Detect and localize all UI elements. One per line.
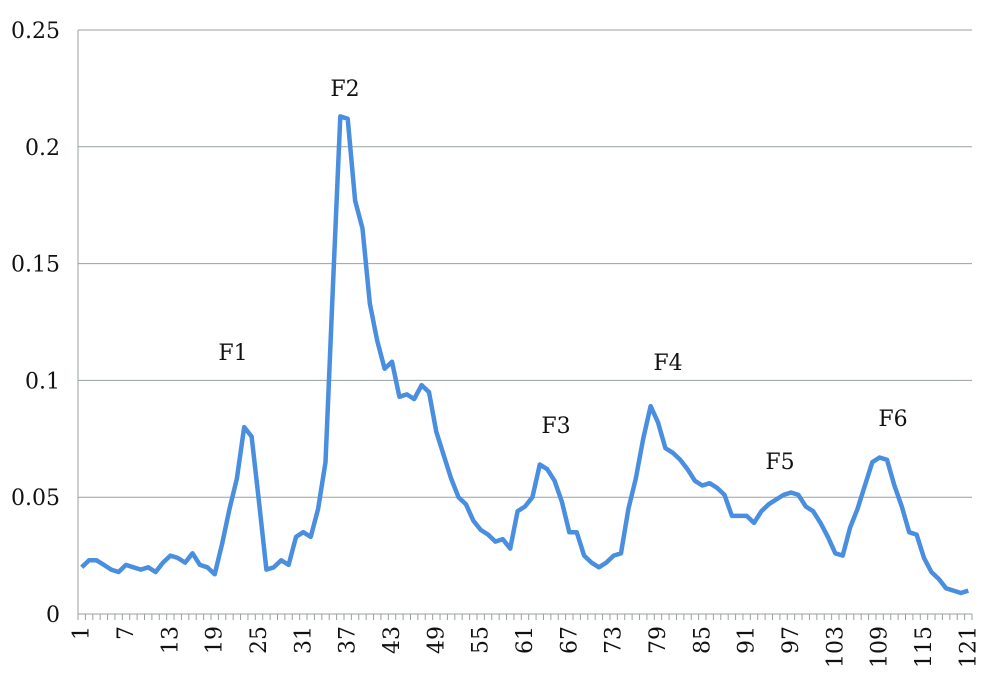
annotation: F5 [765,450,794,475]
x-tick-label: 121 [956,626,981,668]
x-tick-label: 61 [513,626,538,654]
x-tick-label: 25 [247,626,272,654]
x-tick-label: 91 [735,626,760,654]
annotation: F2 [330,77,359,102]
y-tick-label: 0 [46,603,60,628]
annotation: F4 [653,351,682,376]
y-tick-label: 0.05 [11,486,60,511]
annotation: F3 [541,414,570,439]
x-tick-label: 43 [380,626,405,654]
x-tick-label: 73 [602,626,627,654]
annotation: F1 [218,341,247,366]
x-tick-label: 1 [70,626,95,640]
annotation: F6 [878,407,907,432]
x-tick-label: 85 [690,626,715,654]
x-tick-label: 7 [114,626,139,640]
x-tick-label: 109 [868,626,893,668]
x-tick-label: 67 [557,626,582,654]
y-tick-label: 0.2 [25,136,60,161]
x-tick-label: 97 [779,626,804,654]
x-tick-label: 31 [291,626,316,654]
x-tick-label: 103 [823,626,848,668]
y-tick-label: 0.1 [25,369,60,394]
x-tick-label: 115 [912,626,937,668]
data-line [80,114,969,596]
x-tick-label: 55 [469,626,494,654]
y-tick-label: 0.25 [11,19,60,44]
x-tick-label: 37 [336,626,361,654]
x-tick-label: 79 [646,626,671,654]
x-tick-label: 13 [158,626,183,654]
x-tick-label: 19 [203,626,228,654]
y-tick-label: 0.15 [11,253,60,278]
x-tick-label: 49 [424,626,449,654]
